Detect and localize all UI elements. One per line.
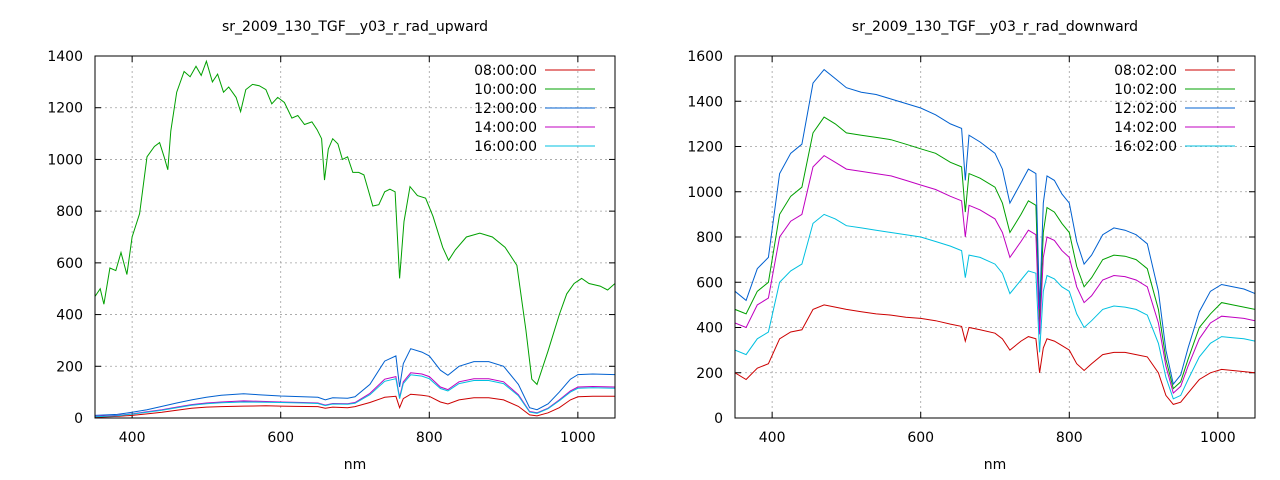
legend-label: 08:00:00 [474,63,537,79]
legend-label: 08:02:00 [1114,63,1177,79]
legend-label: 14:02:00 [1114,120,1177,136]
y-tick-label: 1600 [687,49,723,65]
y-tick-label: 200 [56,359,83,375]
legend-label: 16:00:00 [474,139,537,155]
y-tick-label: 400 [56,308,83,324]
series-line-08-00-00 [95,393,615,418]
downward-radiance-chart: sr_2009_130_TGF__y03_r_rad_downward 0 200 4… [687,19,1256,473]
series-line-14-00-00 [95,372,615,417]
legend-label: 10:00:00 [474,82,537,98]
plot-frame [734,55,1256,419]
x-axis-label: nm [984,457,1007,473]
legend-label: 12:02:00 [1114,101,1177,117]
y-tick-label: 1400 [687,94,723,110]
legend-label: 10:02:00 [1114,82,1177,98]
plot-frame [94,55,616,419]
legend-label: 16:02:00 [1114,139,1177,155]
y-tick-label: 200 [696,366,723,382]
chart-title: sr_2009_130_TGF__y03_r_rad_upward [222,19,488,35]
series-line-08-02-00 [735,304,1255,405]
x-tick-label: 1000 [560,430,596,446]
y-tick-label: 800 [56,204,83,220]
y-tick-label: 1200 [47,101,83,117]
series-line-12-00-00 [95,348,615,416]
series-line-10-00-00 [95,59,615,386]
series-line-16-02-00 [735,213,1255,400]
legend-label: 12:00:00 [474,101,537,117]
chart-title: sr_2009_130_TGF__y03_r_rad_downward [852,19,1138,35]
x-tick-label: 800 [1056,430,1083,446]
y-tick-label: 1200 [687,140,723,156]
y-tick-label: 800 [696,230,723,246]
upward-radiance-chart: sr_2009_130_TGF__y03_r_rad_upward 0 200 400… [47,19,616,473]
x-tick-label: 600 [907,430,934,446]
series-line-12-02-00 [735,68,1255,386]
y-tick-label: 1000 [687,185,723,201]
y-tick-label: 0 [74,411,83,427]
y-tick-label: 1000 [47,152,83,168]
x-tick-label: 400 [759,430,786,446]
y-tick-label: 600 [56,256,83,272]
x-tick-label: 800 [416,430,443,446]
x-tick-label: 600 [267,430,294,446]
x-tick-label: 400 [119,430,146,446]
x-tick-label: 1000 [1200,430,1236,446]
y-tick-label: 400 [696,321,723,337]
series-line-16-00-00 [95,374,615,418]
y-tick-label: 600 [696,275,723,291]
y-tick-label: 1400 [47,49,83,65]
series-line-10-02-00 [735,116,1255,390]
series-line-14-02-00 [735,154,1255,395]
y-tick-label: 0 [714,411,723,427]
legend-label: 14:00:00 [474,120,537,136]
x-axis-label: nm [344,457,367,473]
